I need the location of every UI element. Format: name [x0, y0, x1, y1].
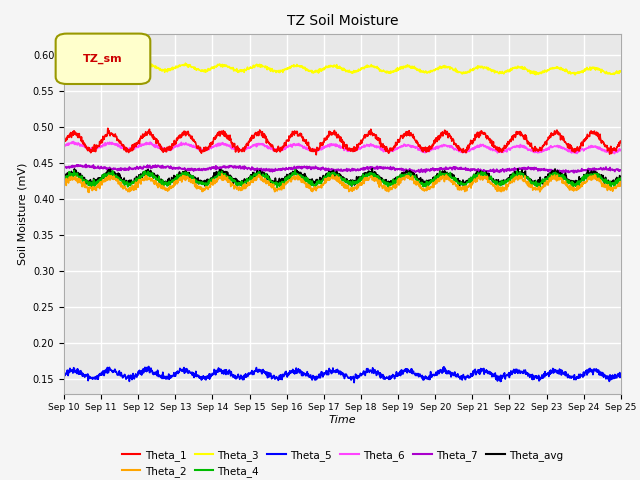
- Theta_5: [318, 370, 326, 375]
- Theta_3: [308, 70, 316, 76]
- Theta_6: [70, 139, 77, 144]
- Theta_4: [291, 167, 299, 173]
- Theta_6: [308, 147, 316, 153]
- Theta_6: [297, 142, 305, 147]
- Theta_2: [308, 189, 316, 194]
- Line: Theta_5: Theta_5: [64, 366, 621, 383]
- Theta_2: [617, 179, 625, 185]
- Theta_1: [308, 149, 316, 155]
- Theta_4: [297, 174, 305, 180]
- Theta_6: [126, 145, 134, 151]
- Theta_1: [297, 131, 305, 136]
- Theta_6: [611, 151, 618, 156]
- Theta_3: [297, 63, 305, 69]
- Theta_1: [104, 125, 111, 131]
- Theta_7: [104, 167, 111, 172]
- Theta_7: [378, 165, 385, 171]
- Theta_3: [318, 66, 326, 72]
- Theta_2: [297, 177, 305, 183]
- FancyBboxPatch shape: [56, 34, 150, 84]
- Line: Theta_avg: Theta_avg: [64, 168, 621, 186]
- Theta_5: [378, 373, 385, 379]
- Theta_4: [378, 180, 385, 185]
- Line: Theta_1: Theta_1: [64, 128, 621, 155]
- Theta_6: [60, 143, 68, 149]
- Theta_6: [378, 147, 385, 153]
- Theta_5: [308, 377, 316, 383]
- Theta_1: [378, 143, 385, 148]
- Theta_1: [60, 136, 68, 142]
- Theta_5: [617, 371, 625, 377]
- Theta_4: [308, 178, 316, 184]
- Theta_3: [572, 72, 579, 78]
- Theta_3: [69, 60, 77, 65]
- Theta_avg: [103, 172, 111, 178]
- Theta_7: [559, 170, 566, 176]
- Theta_2: [85, 190, 93, 195]
- Legend: Theta_1, Theta_2, Theta_3, Theta_4, Theta_5, Theta_6, Theta_7, Theta_avg: Theta_1, Theta_2, Theta_3, Theta_4, Thet…: [118, 445, 567, 480]
- Theta_1: [103, 133, 111, 139]
- Theta_avg: [617, 174, 625, 180]
- Theta_1: [126, 148, 134, 154]
- Theta_3: [60, 62, 68, 68]
- Theta_6: [104, 140, 111, 145]
- Theta_7: [82, 161, 90, 167]
- Line: Theta_7: Theta_7: [64, 164, 621, 173]
- Theta_5: [145, 363, 152, 369]
- Line: Theta_3: Theta_3: [64, 62, 621, 75]
- Theta_5: [297, 369, 305, 374]
- Theta_3: [617, 68, 625, 74]
- Line: Theta_4: Theta_4: [64, 170, 621, 188]
- Theta_7: [297, 165, 305, 170]
- Theta_5: [60, 370, 68, 375]
- Theta_1: [312, 152, 320, 157]
- Theta_6: [318, 145, 326, 151]
- Line: Theta_6: Theta_6: [64, 142, 621, 154]
- Theta_4: [60, 177, 68, 182]
- Theta_2: [60, 179, 68, 184]
- Theta_avg: [202, 183, 209, 189]
- Line: Theta_2: Theta_2: [64, 174, 621, 192]
- Theta_2: [319, 182, 326, 188]
- Theta_avg: [297, 169, 305, 175]
- Theta_4: [617, 175, 625, 181]
- Theta_avg: [126, 178, 134, 183]
- Theta_avg: [318, 178, 326, 183]
- Theta_avg: [308, 176, 316, 182]
- Theta_2: [104, 175, 111, 181]
- Theta_5: [350, 380, 358, 385]
- Theta_5: [103, 370, 111, 376]
- Theta_4: [126, 181, 134, 187]
- Theta_4: [103, 172, 111, 178]
- Theta_avg: [378, 175, 385, 180]
- Theta_6: [617, 147, 625, 153]
- X-axis label: Time: Time: [328, 415, 356, 425]
- Theta_4: [318, 179, 326, 184]
- Theta_1: [319, 140, 326, 145]
- Theta_7: [318, 165, 326, 171]
- Theta_5: [126, 374, 134, 380]
- Theta_4: [385, 185, 392, 191]
- Theta_3: [104, 62, 111, 68]
- Theta_7: [60, 164, 68, 169]
- Theta_3: [378, 68, 385, 73]
- Theta_7: [308, 165, 316, 170]
- Theta_3: [126, 68, 134, 73]
- Theta_2: [218, 171, 226, 177]
- Theta_1: [617, 139, 625, 145]
- Theta_2: [126, 188, 134, 194]
- Theta_2: [378, 183, 385, 189]
- Y-axis label: Soil Moisture (mV): Soil Moisture (mV): [17, 162, 27, 265]
- Text: TZ_sm: TZ_sm: [83, 54, 123, 64]
- Theta_avg: [60, 172, 68, 178]
- Theta_avg: [369, 166, 376, 171]
- Theta_7: [617, 168, 625, 173]
- Title: TZ Soil Moisture: TZ Soil Moisture: [287, 14, 398, 28]
- Theta_7: [126, 166, 134, 171]
